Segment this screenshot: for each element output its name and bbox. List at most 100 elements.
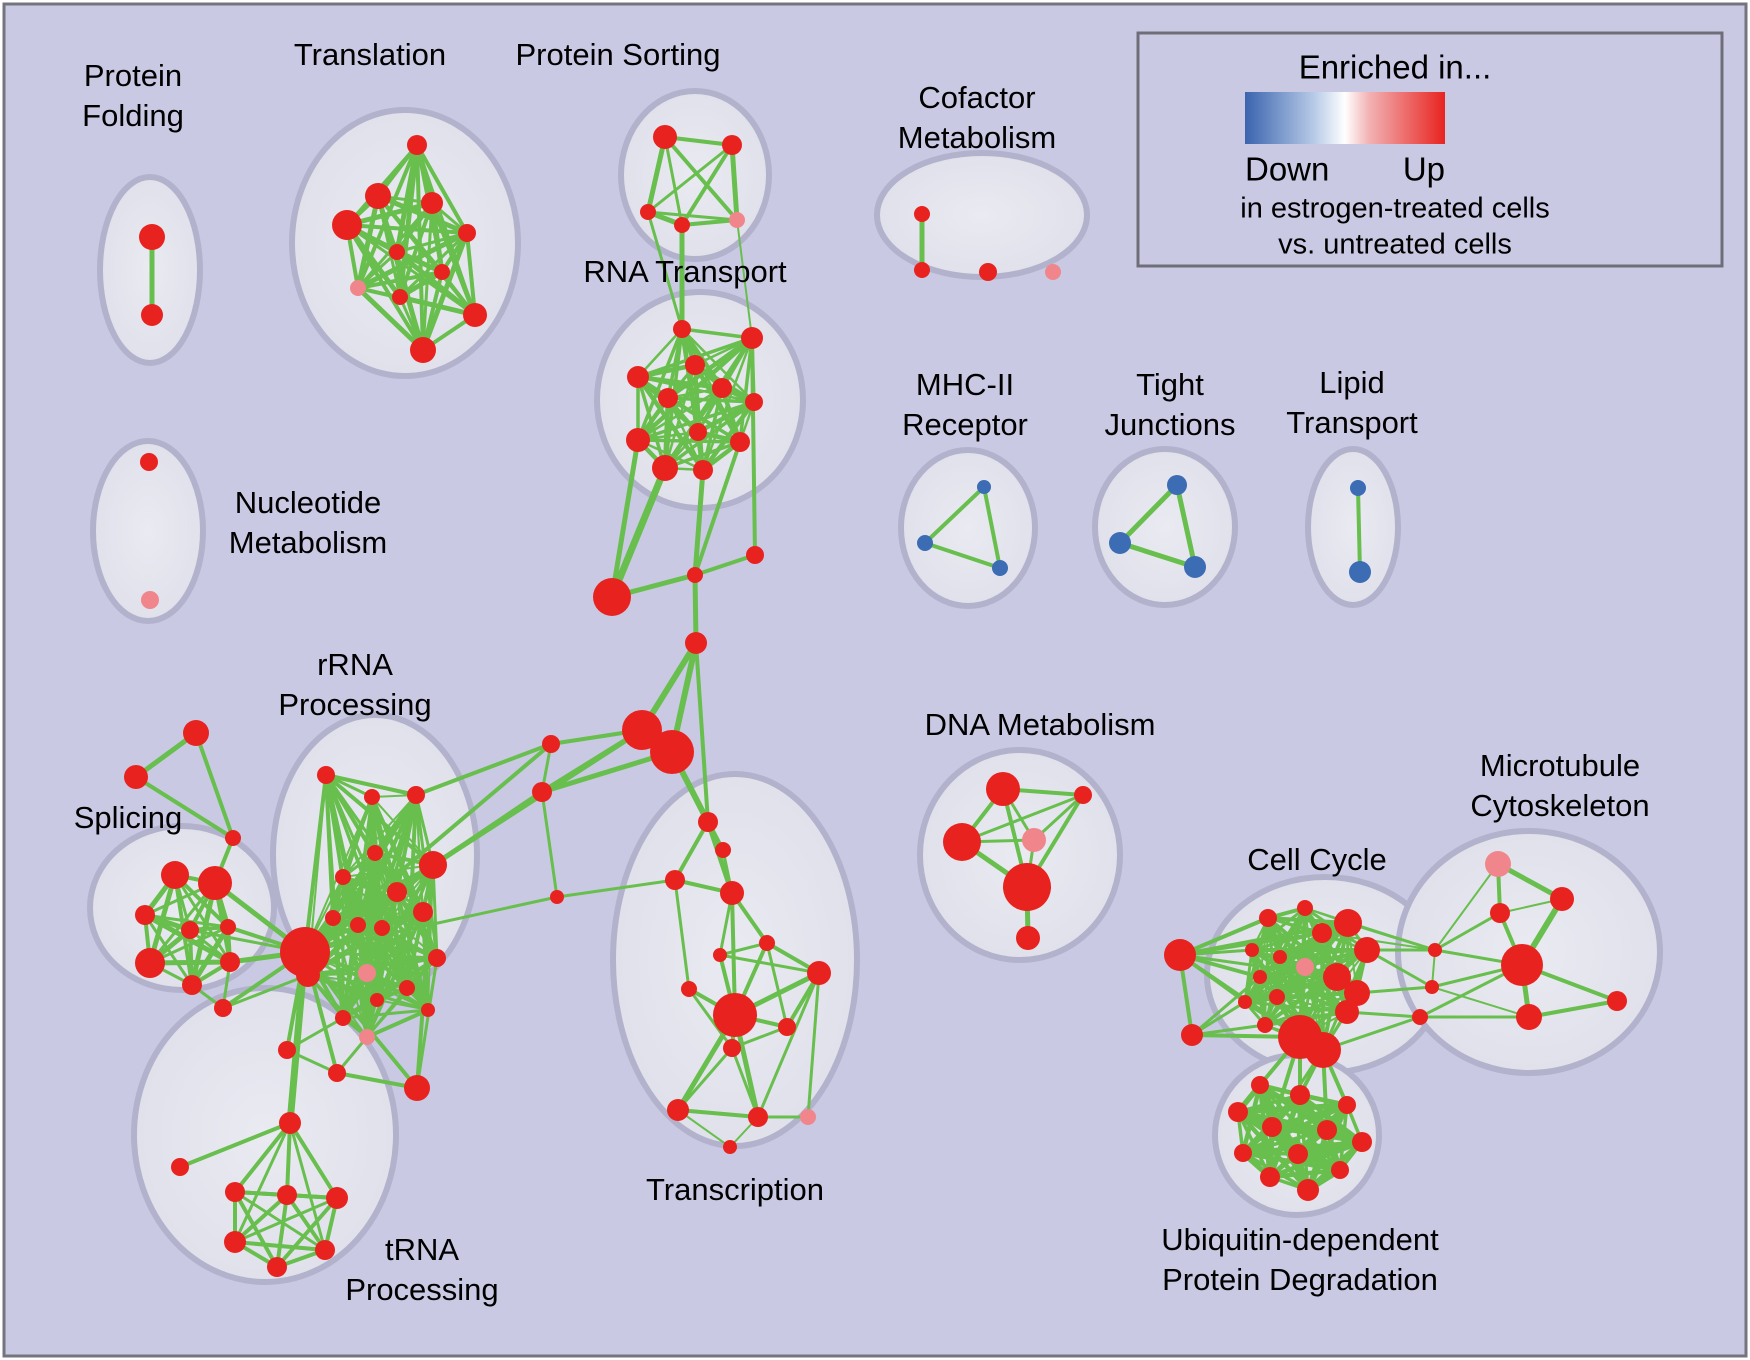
- cofactor-metabolism-label: Cofactor: [918, 80, 1035, 115]
- translation-node-10: [410, 337, 436, 363]
- edge: [331, 916, 379, 1002]
- transcription-label: Transcription: [646, 1172, 824, 1207]
- edge: [680, 218, 739, 227]
- ubiquitin-degradation-node-8: [1288, 1144, 1308, 1164]
- microtubule-cytoskeleton-label: Microtubule: [1480, 748, 1640, 783]
- transcription-node-14: [723, 1140, 737, 1154]
- cofactor-metabolism-node-1: [914, 262, 930, 278]
- edge: [1304, 907, 1436, 951]
- edge: [666, 396, 756, 404]
- protein-sorting-node-1: [722, 135, 742, 155]
- edge: [398, 231, 469, 299]
- trna-processing-label: Processing: [345, 1272, 498, 1307]
- edge: [365, 1008, 430, 1039]
- ubiquitin-degradation-node-9: [1331, 1161, 1349, 1179]
- cell-cycle-node-4: [1245, 943, 1259, 957]
- cell-cycle-node-1: [1181, 1024, 1203, 1046]
- central-hub-node-0: [593, 578, 631, 616]
- edge: [1434, 863, 1499, 951]
- edge: [736, 219, 753, 339]
- edge: [288, 1121, 339, 1200]
- legend-down-label: Down: [1245, 151, 1329, 188]
- edge: [923, 485, 986, 545]
- edge: [233, 1121, 292, 1194]
- dna-metabolism-node-2: [943, 823, 981, 861]
- microtubule-cytoskeleton-node-0: [1485, 851, 1511, 877]
- edge: [676, 1108, 760, 1119]
- edge: [730, 1046, 760, 1119]
- cofactor-metabolism-region: [874, 150, 1090, 280]
- edge: [355, 193, 381, 291]
- edge: [342, 794, 417, 878]
- edge: [148, 881, 217, 965]
- cell-cycle-node-2: [1259, 909, 1277, 927]
- trna-processing-node-5: [224, 1231, 246, 1253]
- cell-cycle-node-5: [1273, 950, 1287, 964]
- edge: [687, 987, 734, 1050]
- transcription-node-4: [713, 948, 727, 962]
- edge: [355, 285, 426, 353]
- edge: [635, 374, 706, 473]
- legend-caption-line1: in estrogen-treated cells: [1240, 193, 1550, 225]
- rrna-processing-node-17: [428, 949, 446, 967]
- edge: [636, 375, 756, 404]
- splicing-node-4: [220, 919, 236, 935]
- mhc-ii-receptor-node-0: [977, 480, 991, 494]
- ubiquitin-degradation-node-7: [1234, 1144, 1252, 1162]
- mhc-ii-receptor-node-1: [917, 535, 933, 551]
- rrna-processing-node-12: [296, 963, 320, 987]
- edge: [365, 926, 384, 1039]
- cell-cycle-node-14: [1323, 963, 1351, 991]
- ubiquitin-degradation-node-10: [1260, 1167, 1280, 1187]
- edge: [750, 336, 757, 557]
- rna-transport-node-11: [693, 460, 713, 480]
- translation-node-0: [407, 135, 427, 155]
- translation-node-4: [458, 224, 476, 242]
- edge: [663, 135, 739, 222]
- edge: [806, 971, 821, 1119]
- edge: [371, 796, 438, 959]
- edge: [718, 941, 769, 957]
- edge: [982, 485, 1002, 570]
- edge: [1433, 911, 1502, 952]
- mhc-ii-receptor-label: Receptor: [902, 407, 1028, 442]
- edge: [1527, 999, 1619, 1019]
- edge: [285, 1193, 327, 1252]
- ubiquitin-degradation-node-0: [1251, 1076, 1269, 1094]
- mhc-ii-receptor-label: MHC-II: [916, 367, 1014, 402]
- edge: [306, 973, 369, 1039]
- rna-transport-node-8: [689, 423, 707, 441]
- protein-folding-node-0: [139, 224, 165, 250]
- microtubule-cytoskeleton-node-1: [1490, 903, 1510, 923]
- cell-cycle-node-12: [1334, 909, 1362, 937]
- rrna-processing-node-15: [399, 980, 415, 996]
- edge: [756, 971, 821, 1119]
- dna-metabolism-node-4: [1003, 863, 1051, 911]
- edge: [765, 941, 789, 1029]
- rrna-processing-node-7: [413, 902, 433, 922]
- cell-cycle-node-11: [1312, 923, 1332, 943]
- lipid-transport-label: Transport: [1286, 405, 1418, 440]
- splicing-node-1: [198, 866, 232, 900]
- transcription-node-6: [807, 961, 831, 985]
- rrna-processing-node-0: [317, 766, 335, 784]
- ubiquitin-degradation-label: Ubiquitin-dependent: [1161, 1222, 1439, 1257]
- rna-transport-node-7: [626, 428, 650, 452]
- translation-node-7: [350, 280, 366, 296]
- edge: [285, 1121, 292, 1197]
- edge: [194, 731, 235, 840]
- rna-transport-node-6: [745, 393, 763, 411]
- edge: [303, 895, 559, 954]
- edge: [345, 223, 469, 235]
- trna-processing-node-4: [326, 1187, 348, 1209]
- edge: [324, 773, 418, 797]
- edge: [718, 953, 821, 975]
- central-hub-node-4: [622, 710, 662, 750]
- edge: [636, 327, 684, 442]
- cell-cycle-node-9: [1238, 995, 1252, 1009]
- legend-box: [1136, 31, 1724, 268]
- rna-transport-node-1: [741, 327, 763, 349]
- rrna-processing-node-23: [214, 999, 232, 1017]
- edge: [275, 1196, 339, 1269]
- rrna-processing-node-3: [367, 845, 383, 861]
